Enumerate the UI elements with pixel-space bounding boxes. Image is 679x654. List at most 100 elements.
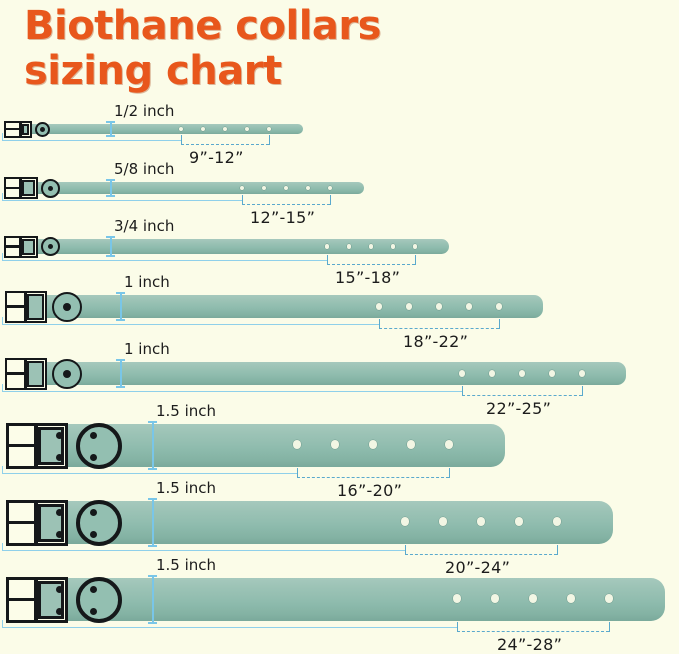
width-dimension-cap — [106, 179, 115, 181]
buckle-crossbar — [6, 186, 19, 190]
buckle-crossbar — [8, 598, 34, 602]
collar-buckle — [0, 0, 140, 323]
collar-strap — [8, 362, 626, 385]
buckle-rivet — [56, 531, 63, 538]
buckle-tongue — [22, 238, 35, 255]
width-dimension-line — [110, 237, 112, 256]
length-baseline — [2, 260, 327, 262]
length-baseline-tick — [2, 317, 4, 325]
collar-buckle — [0, 0, 140, 390]
buckle-rivet — [90, 509, 97, 516]
width-dimension-cap — [116, 292, 125, 294]
length-baseline-tick — [2, 543, 4, 551]
strap-hole — [200, 126, 206, 132]
width-label: 1.5 inch — [156, 402, 217, 420]
buckle-rivet — [90, 432, 97, 439]
strap-hole — [261, 185, 267, 191]
strap-hole — [488, 370, 496, 377]
buckle-rivet — [90, 586, 97, 593]
length-baseline-tick — [2, 466, 4, 474]
buckle-center-post — [24, 290, 27, 323]
width-dimension-line — [152, 499, 154, 546]
width-dimension-cap — [106, 236, 115, 238]
buckle-tongue — [22, 123, 29, 135]
length-baseline — [2, 391, 462, 393]
range-label: 20”-24” — [445, 558, 511, 577]
range-bracket-tick — [415, 255, 417, 265]
buckle-crossbar — [7, 305, 24, 308]
range-label: 18”-22” — [403, 332, 469, 351]
range-label: 12”-15” — [250, 208, 316, 227]
buckle-rivet — [56, 608, 63, 615]
strap-hole — [400, 517, 410, 526]
length-baseline-tick — [2, 193, 4, 201]
strap-hole — [435, 303, 443, 310]
length-baseline-tick — [2, 133, 4, 141]
strap-hole — [518, 370, 526, 377]
strap-hole — [292, 440, 302, 449]
strap-hole — [346, 244, 352, 249]
collar-buckle — [0, 0, 140, 546]
range-bracket — [379, 328, 499, 329]
width-dimension-cap — [106, 135, 115, 137]
buckle-rivet — [56, 509, 63, 516]
width-dimension-cap — [148, 498, 157, 500]
range-bracket-tick — [609, 622, 611, 632]
collar-buckle — [0, 0, 140, 138]
length-baseline — [2, 550, 405, 552]
buckle-tongue — [27, 360, 44, 387]
range-bracket-tick — [242, 195, 244, 205]
d-ring-center — [40, 126, 45, 132]
buckle-rivet — [56, 454, 63, 461]
d-ring — [76, 422, 122, 469]
range-bracket-tick — [557, 545, 559, 555]
width-dimension-line — [110, 180, 112, 196]
d-ring — [52, 291, 82, 322]
width-dimension-line — [120, 360, 122, 387]
d-ring — [76, 576, 122, 623]
strap-hole — [405, 303, 413, 310]
strap-hole — [266, 126, 272, 132]
buckle-rivet — [90, 608, 97, 615]
width-dimension-line — [110, 122, 112, 136]
strap-hole — [452, 594, 462, 603]
strap-hole — [244, 126, 250, 132]
strap-hole — [495, 303, 503, 310]
range-bracket — [405, 554, 557, 555]
range-bracket-tick — [449, 468, 451, 478]
length-baseline-tick — [2, 253, 4, 261]
strap-hole — [305, 185, 311, 191]
length-baseline — [2, 200, 242, 202]
strap-hole — [327, 185, 333, 191]
width-label: 1.5 inch — [156, 479, 217, 497]
d-ring-center — [48, 185, 53, 191]
width-dimension-cap — [116, 359, 125, 361]
length-baseline-tick — [2, 384, 4, 392]
length-baseline — [2, 473, 297, 475]
range-bracket — [297, 477, 449, 478]
length-baseline — [2, 627, 457, 629]
strap-hole — [239, 185, 245, 191]
width-label: 5/8 inch — [114, 160, 175, 178]
strap-hole — [490, 594, 500, 603]
strap-hole — [178, 126, 184, 132]
width-label: 1.5 inch — [156, 556, 217, 574]
buckle-crossbar — [8, 444, 34, 448]
d-ring-center — [63, 302, 71, 311]
range-bracket — [327, 264, 415, 265]
collar-strap — [8, 295, 543, 318]
strap-hole — [552, 517, 562, 526]
buckle-rivet — [90, 531, 97, 538]
strap-hole — [465, 303, 473, 310]
width-dimension-cap — [148, 622, 157, 624]
buckle-crossbar — [7, 372, 24, 375]
length-baseline — [2, 324, 379, 326]
range-bracket-tick — [269, 135, 271, 145]
strap-hole — [438, 517, 448, 526]
width-dimension-cap — [148, 421, 157, 423]
range-bracket-tick — [499, 319, 501, 329]
collar-strap — [6, 124, 303, 134]
buckle-center-post — [34, 499, 38, 546]
strap-hole — [368, 244, 374, 249]
